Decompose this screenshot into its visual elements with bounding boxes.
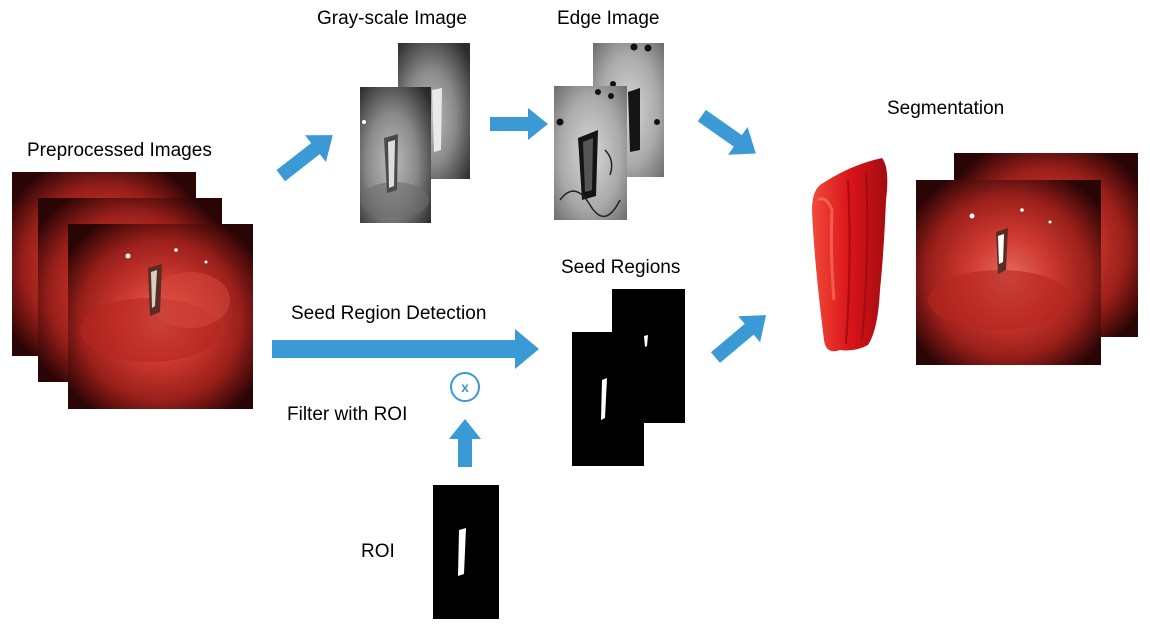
arrow-seed-detection [272, 329, 539, 369]
arrow-to-edge [490, 108, 548, 140]
grayscale-image-front [360, 87, 431, 223]
label-filter-with-roi: Filter with ROI [287, 404, 408, 425]
label-grayscale-image: Gray-scale Image [317, 8, 467, 29]
label-seed-region-detection: Seed Region Detection [291, 303, 487, 324]
segmentation-result-front [916, 180, 1101, 365]
multiply-symbol-label: x [461, 379, 469, 395]
multiply-symbol: x [450, 372, 480, 402]
segmentation-3d-render [812, 158, 888, 352]
arrow-to-grayscale [276, 135, 333, 182]
label-edge-image: Edge Image [557, 8, 660, 29]
segmentation-result-stack [916, 153, 1138, 365]
grayscale-image-stack [360, 43, 470, 223]
label-preprocessed-images: Preprocessed Images [27, 140, 212, 161]
arrow-seed-to-segmentation [710, 315, 767, 363]
label-segmentation: Segmentation [887, 98, 1005, 119]
label-seed-regions: Seed Regions [561, 257, 681, 278]
arrow-roi-up [449, 419, 481, 467]
edge-image-front [554, 86, 627, 220]
seed-regions-stack [572, 289, 685, 466]
seed-region-front [572, 332, 644, 466]
arrow-edge-to-segmentation [697, 109, 756, 155]
edge-image-stack [554, 43, 664, 220]
label-roi: ROI [361, 541, 395, 562]
roi-image [433, 485, 499, 619]
preprocessed-image-stack [12, 172, 253, 409]
preprocessed-image-front [68, 224, 253, 409]
